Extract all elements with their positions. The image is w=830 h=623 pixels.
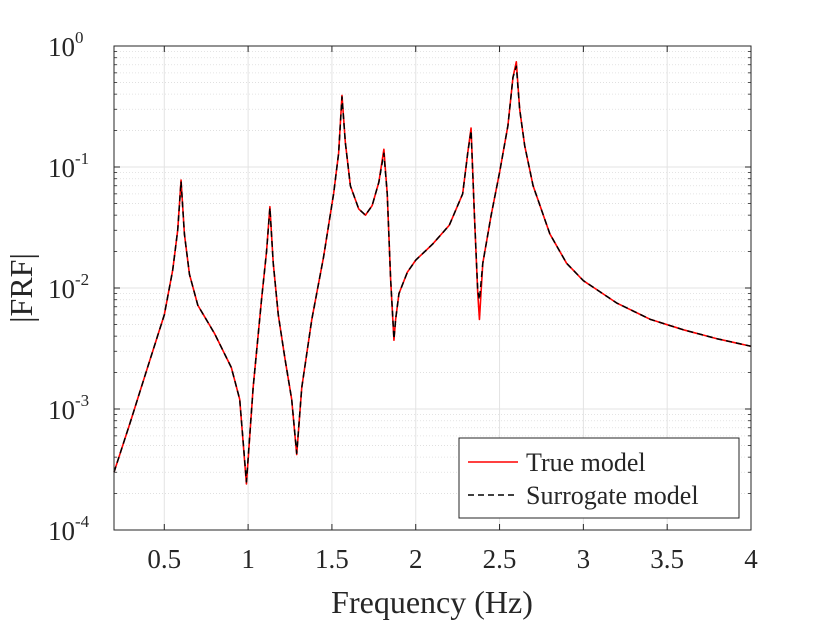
x-axis-label: Frequency (Hz) <box>331 584 533 620</box>
legend-box <box>458 437 740 519</box>
x-tick-label: 2 <box>409 544 423 574</box>
x-tick-label: 4 <box>744 544 758 574</box>
y-tick-label: 10-2 <box>48 270 89 304</box>
x-tick-label: 1.5 <box>315 544 349 574</box>
y-axis-label: |FRF| <box>3 253 39 323</box>
x-tick-label: 0.5 <box>147 544 181 574</box>
y-tick-label: 10-4 <box>48 512 90 546</box>
series-layer <box>113 61 752 485</box>
x-tick-label: 3.5 <box>650 544 684 574</box>
x-tick-label: 3 <box>577 544 591 574</box>
legend-label-true-model: True model <box>526 448 646 477</box>
y-tick-label: 10-1 <box>48 149 89 183</box>
series-line-surrogate-model <box>113 65 752 483</box>
y-tick-labels: 10-4 10-3 10-2 10-1 100 <box>48 28 90 546</box>
x-tick-labels: 0.5 1 1.5 2 2.5 3 3.5 4 <box>147 544 758 574</box>
legend-label-surrogate-model: Surrogate model <box>526 481 699 510</box>
x-tick-label: 1 <box>241 544 255 574</box>
minor-grid <box>114 51 751 494</box>
x-tick-label: 2.5 <box>483 544 517 574</box>
y-tick-label: 10-3 <box>48 391 89 425</box>
legend: True model Surrogate model <box>458 437 740 519</box>
y-tick-label: 100 <box>48 28 84 62</box>
tick-marks <box>114 45 752 531</box>
